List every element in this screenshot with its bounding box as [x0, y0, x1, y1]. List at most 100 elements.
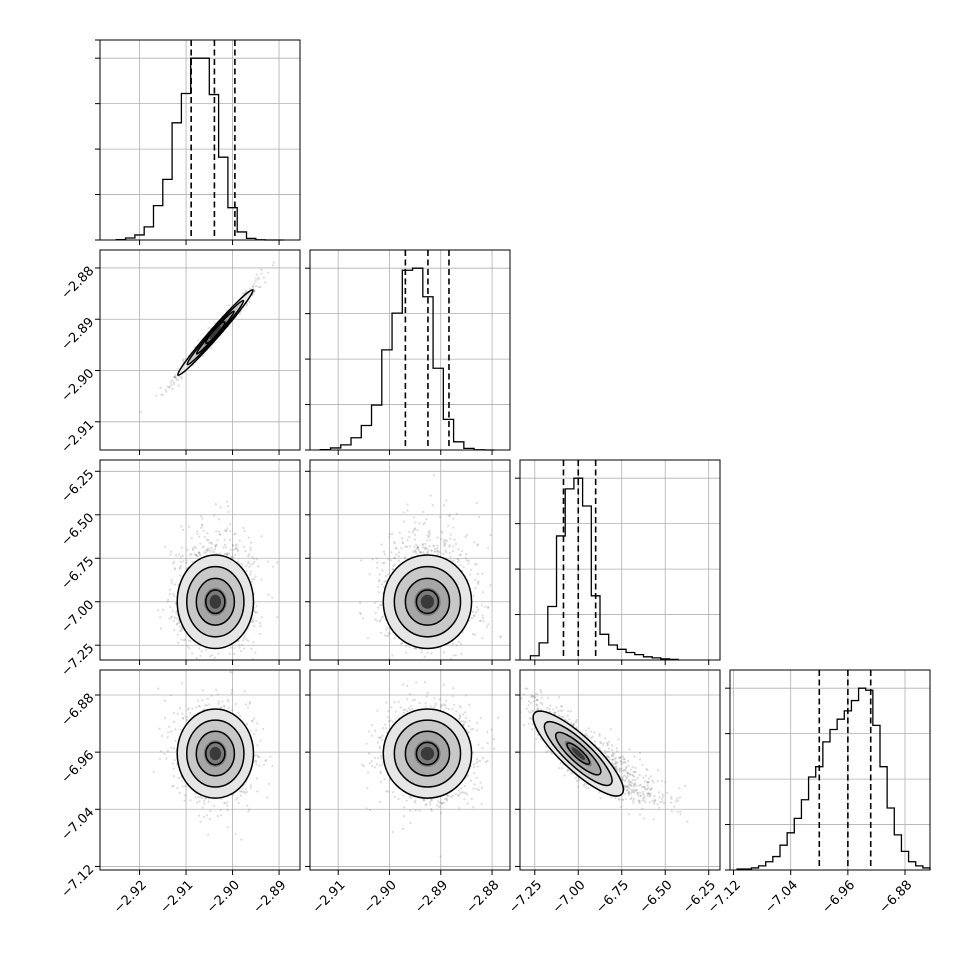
sample-point	[159, 750, 163, 753]
sample-point	[235, 547, 238, 550]
sample-point	[429, 494, 432, 497]
sample-point	[260, 272, 263, 275]
sample-point	[175, 611, 178, 615]
sample-point	[449, 533, 452, 536]
sample-point	[159, 627, 163, 630]
sample-point	[165, 390, 168, 393]
sample-point	[211, 654, 214, 657]
sample-point	[251, 620, 254, 623]
sample-point	[428, 532, 431, 535]
sample-point	[266, 271, 270, 274]
sample-point	[374, 601, 377, 605]
sample-point	[412, 550, 415, 553]
sample-point	[219, 533, 222, 536]
sample-point	[475, 610, 478, 614]
sample-point	[380, 583, 383, 586]
sample-point	[420, 651, 423, 654]
sample-point	[253, 610, 256, 613]
histogram-1	[319, 267, 495, 451]
sample-point	[233, 646, 236, 650]
sample-point	[405, 651, 408, 654]
scatter-panel-3-0	[95, 669, 301, 875]
sample-point	[425, 518, 428, 521]
sample-point	[238, 646, 241, 649]
sample-point	[414, 521, 417, 524]
sample-point	[177, 553, 180, 556]
sample-point	[387, 634, 390, 637]
sample-point	[474, 563, 477, 566]
sample-point	[423, 655, 426, 658]
sample-point	[254, 611, 257, 614]
contour-0	[205, 589, 226, 615]
sample-point	[249, 701, 252, 704]
sample-point	[416, 545, 420, 548]
sample-point	[170, 616, 173, 619]
sample-point	[243, 690, 246, 693]
sample-point	[230, 688, 233, 692]
sample-point	[378, 579, 381, 582]
sample-point	[473, 541, 476, 544]
sample-point	[439, 515, 442, 519]
sample-point	[442, 552, 445, 556]
sample-point	[401, 542, 404, 545]
contour-1	[195, 577, 236, 626]
sample-point	[155, 394, 158, 397]
sample-point	[231, 544, 235, 547]
sample-point	[255, 273, 258, 276]
sample-point	[231, 555, 234, 558]
sample-point	[481, 637, 484, 640]
sample-point	[169, 606, 172, 609]
sample-point	[238, 539, 241, 542]
sample-point	[499, 636, 502, 639]
sample-point	[430, 652, 433, 655]
sample-point	[194, 546, 197, 549]
sample-point	[210, 347, 213, 350]
sample-point	[254, 651, 257, 654]
sample-point	[250, 580, 253, 583]
sample-point	[452, 642, 455, 645]
sample-point	[216, 539, 219, 542]
sample-point	[417, 549, 420, 552]
sample-point	[206, 538, 209, 541]
sample-point	[172, 383, 175, 386]
sample-point	[197, 795, 200, 798]
sample-point	[253, 733, 256, 736]
sample-point	[199, 554, 202, 557]
sample-point	[448, 515, 451, 518]
sample-point	[424, 546, 427, 549]
sample-point	[226, 527, 229, 530]
sample-point	[420, 551, 423, 554]
sample-point	[449, 537, 452, 540]
sample-point	[175, 617, 178, 620]
axes-frame	[309, 459, 511, 661]
histogram-3	[736, 687, 931, 870]
sample-point	[182, 528, 185, 532]
contour-2	[186, 565, 245, 638]
sample-point	[459, 553, 462, 556]
sample-point	[230, 556, 233, 559]
sample-point	[380, 603, 383, 606]
sample-point	[432, 544, 435, 547]
sample-point	[422, 510, 425, 513]
sample-point	[489, 584, 492, 587]
sample-point	[175, 378, 178, 381]
sample-point	[240, 649, 243, 653]
sample-point	[413, 528, 416, 531]
sample-point	[227, 707, 230, 710]
sample-point	[170, 730, 173, 733]
sample-point	[366, 637, 369, 640]
sample-point	[176, 633, 179, 636]
sample-point	[412, 529, 415, 532]
sample-point	[249, 573, 252, 576]
sample-point	[243, 637, 246, 640]
sample-point	[390, 551, 393, 554]
sample-point	[445, 551, 448, 554]
sample-point	[195, 554, 198, 557]
sample-point	[228, 538, 232, 542]
sample-point	[449, 555, 452, 558]
sample-point	[254, 575, 257, 578]
sample-point	[472, 614, 475, 618]
sample-point	[398, 551, 401, 554]
sample-point	[377, 585, 380, 589]
